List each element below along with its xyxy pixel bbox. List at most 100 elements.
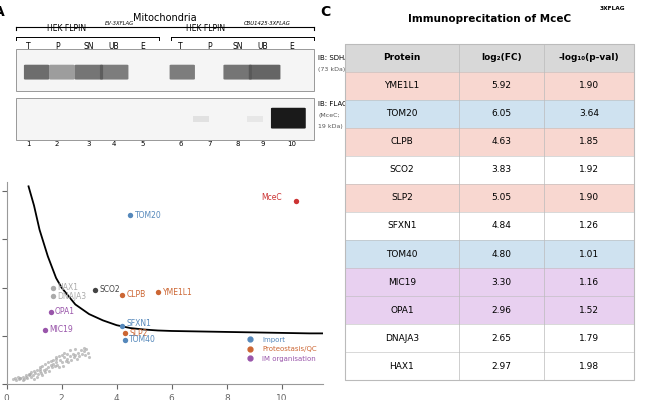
FancyBboxPatch shape bbox=[193, 116, 209, 122]
Text: 2: 2 bbox=[55, 141, 59, 147]
Point bbox=[8, 376, 19, 382]
Point bbox=[60, 358, 71, 364]
Text: MceC: MceC bbox=[261, 194, 282, 202]
Point bbox=[57, 352, 67, 358]
Point bbox=[11, 377, 21, 383]
Text: 4.80: 4.80 bbox=[491, 250, 512, 258]
Text: 1.98: 1.98 bbox=[579, 362, 599, 371]
Point bbox=[21, 374, 31, 380]
Point bbox=[120, 336, 130, 343]
Point bbox=[10, 374, 20, 381]
FancyBboxPatch shape bbox=[224, 65, 252, 80]
Text: SN: SN bbox=[233, 42, 243, 51]
Text: HAX1: HAX1 bbox=[57, 283, 79, 292]
Text: 6: 6 bbox=[179, 141, 183, 147]
Point bbox=[49, 362, 60, 369]
Text: SLP2: SLP2 bbox=[391, 194, 413, 202]
Point bbox=[79, 345, 89, 351]
Point bbox=[51, 359, 61, 366]
Text: 8: 8 bbox=[235, 141, 240, 147]
Point bbox=[15, 375, 25, 382]
Point bbox=[37, 372, 47, 378]
Text: A: A bbox=[0, 4, 5, 18]
Text: 4.84: 4.84 bbox=[491, 222, 512, 230]
Point bbox=[68, 351, 78, 357]
FancyBboxPatch shape bbox=[170, 65, 195, 80]
Point bbox=[25, 371, 35, 378]
Text: 4.63: 4.63 bbox=[491, 137, 512, 146]
Point bbox=[20, 376, 30, 382]
Text: 1.85: 1.85 bbox=[579, 137, 599, 146]
Bar bbox=[344, 72, 634, 100]
Point bbox=[77, 351, 88, 357]
Point bbox=[41, 365, 51, 372]
Point bbox=[44, 367, 55, 374]
Point bbox=[46, 358, 56, 364]
Text: (MceC;: (MceC; bbox=[318, 114, 340, 118]
Point bbox=[63, 359, 73, 366]
Text: UB: UB bbox=[257, 42, 268, 51]
Text: SLP2: SLP2 bbox=[129, 329, 148, 338]
Text: TOM40: TOM40 bbox=[129, 335, 156, 344]
Point bbox=[90, 287, 100, 293]
Point bbox=[73, 350, 83, 356]
Text: DNAJA3: DNAJA3 bbox=[57, 292, 86, 301]
Text: TOM40: TOM40 bbox=[386, 250, 418, 258]
Point bbox=[51, 356, 61, 362]
Bar bbox=[344, 296, 634, 324]
Text: P: P bbox=[207, 42, 211, 51]
Text: 5: 5 bbox=[140, 141, 145, 147]
Text: IB: SDHA: IB: SDHA bbox=[318, 55, 350, 61]
Point bbox=[62, 351, 72, 357]
Text: 1.90: 1.90 bbox=[579, 81, 599, 90]
Text: T: T bbox=[178, 42, 183, 51]
Point bbox=[43, 359, 53, 366]
Point bbox=[29, 367, 39, 374]
Point bbox=[29, 376, 39, 382]
Text: 5.05: 5.05 bbox=[491, 194, 512, 202]
Point bbox=[40, 326, 50, 333]
Point bbox=[37, 362, 47, 369]
Point bbox=[48, 357, 58, 363]
Point bbox=[26, 374, 36, 380]
Text: E: E bbox=[140, 42, 145, 51]
Point bbox=[48, 360, 58, 367]
Text: CBU1425·3XFLAG: CBU1425·3XFLAG bbox=[244, 21, 291, 26]
Point bbox=[72, 356, 82, 362]
Text: TOM20: TOM20 bbox=[135, 211, 162, 220]
Text: HEK FLPIN: HEK FLPIN bbox=[47, 24, 86, 33]
Point bbox=[33, 371, 44, 378]
Point bbox=[21, 372, 31, 378]
Point bbox=[79, 348, 89, 354]
Point bbox=[59, 350, 70, 356]
Bar bbox=[344, 268, 634, 296]
Point bbox=[117, 323, 127, 329]
Point bbox=[26, 369, 36, 375]
Bar bbox=[344, 44, 634, 72]
Point bbox=[36, 370, 46, 376]
Point bbox=[58, 362, 68, 369]
Text: 9: 9 bbox=[261, 141, 265, 147]
Point bbox=[59, 354, 70, 361]
Bar bbox=[16, 49, 314, 91]
FancyBboxPatch shape bbox=[75, 65, 103, 80]
Point bbox=[46, 308, 56, 315]
Text: 19 kDa): 19 kDa) bbox=[318, 124, 343, 129]
Point bbox=[14, 376, 24, 382]
Bar bbox=[344, 184, 634, 212]
Point bbox=[153, 289, 163, 296]
Point bbox=[23, 372, 34, 378]
Point bbox=[46, 362, 56, 368]
Point bbox=[38, 366, 49, 373]
Text: TOM20: TOM20 bbox=[386, 109, 418, 118]
Text: 10: 10 bbox=[287, 141, 296, 147]
Point bbox=[81, 346, 92, 352]
Point bbox=[74, 353, 85, 359]
Text: 2.65: 2.65 bbox=[491, 334, 512, 343]
Text: 3.30: 3.30 bbox=[491, 278, 512, 286]
Text: HEK FLPIN: HEK FLPIN bbox=[187, 24, 226, 33]
Text: T: T bbox=[27, 42, 31, 51]
Text: 4: 4 bbox=[112, 141, 116, 147]
Text: SFXN1: SFXN1 bbox=[387, 222, 417, 230]
Point bbox=[40, 369, 50, 375]
